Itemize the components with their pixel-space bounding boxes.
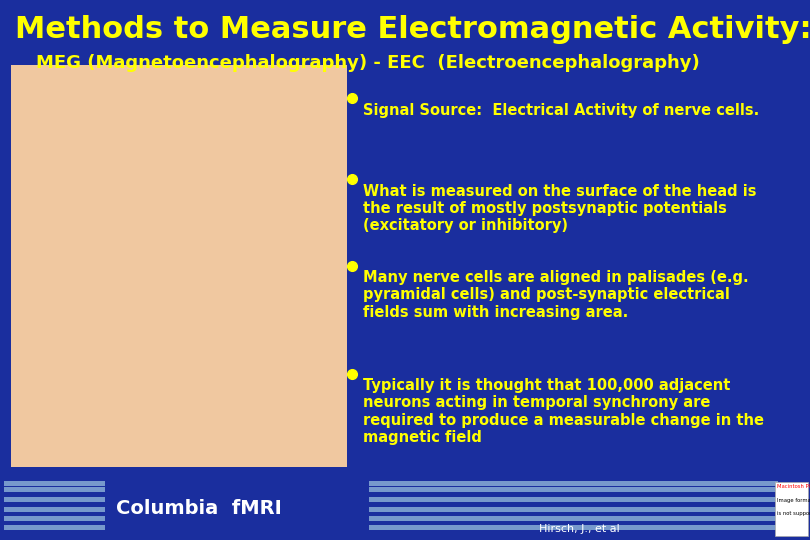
FancyBboxPatch shape xyxy=(4,497,105,502)
FancyBboxPatch shape xyxy=(0,478,810,540)
Text: Image format: Image format xyxy=(777,498,810,503)
Text: Many nerve cells are aligned in palisades (e.g.
pyramidal cells) and post-synapt: Many nerve cells are aligned in palisade… xyxy=(363,270,748,320)
FancyBboxPatch shape xyxy=(11,65,347,467)
Text: Columbia  fMRI: Columbia fMRI xyxy=(116,499,281,518)
Text: Hirsch, J., et al: Hirsch, J., et al xyxy=(539,524,620,534)
Text: What is measured on the surface of the head is
the result of mostly postsynaptic: What is measured on the surface of the h… xyxy=(363,184,757,233)
FancyBboxPatch shape xyxy=(369,507,778,512)
FancyBboxPatch shape xyxy=(369,481,778,486)
FancyBboxPatch shape xyxy=(369,487,778,492)
FancyBboxPatch shape xyxy=(369,525,778,530)
Text: is not supported: is not supported xyxy=(777,511,810,516)
FancyBboxPatch shape xyxy=(369,516,778,521)
FancyBboxPatch shape xyxy=(4,525,105,530)
FancyBboxPatch shape xyxy=(369,497,778,502)
FancyBboxPatch shape xyxy=(4,516,105,521)
FancyBboxPatch shape xyxy=(4,481,105,486)
Text: MEG (Magnetoencephalography) - EEC  (Electroencephalography): MEG (Magnetoencephalography) - EEC (Elec… xyxy=(36,54,700,72)
Text: Methods to Measure Electromagnetic Activity:: Methods to Measure Electromagnetic Activ… xyxy=(15,15,810,44)
FancyBboxPatch shape xyxy=(4,507,105,512)
Text: Signal Source:  Electrical Activity of nerve cells.: Signal Source: Electrical Activity of ne… xyxy=(363,103,759,118)
FancyBboxPatch shape xyxy=(4,487,105,492)
Text: Macintosh PC: Macintosh PC xyxy=(777,484,810,489)
Text: Typically it is thought that 100,000 adjacent
neurons acting in temporal synchro: Typically it is thought that 100,000 adj… xyxy=(363,378,764,445)
FancyBboxPatch shape xyxy=(775,482,808,536)
